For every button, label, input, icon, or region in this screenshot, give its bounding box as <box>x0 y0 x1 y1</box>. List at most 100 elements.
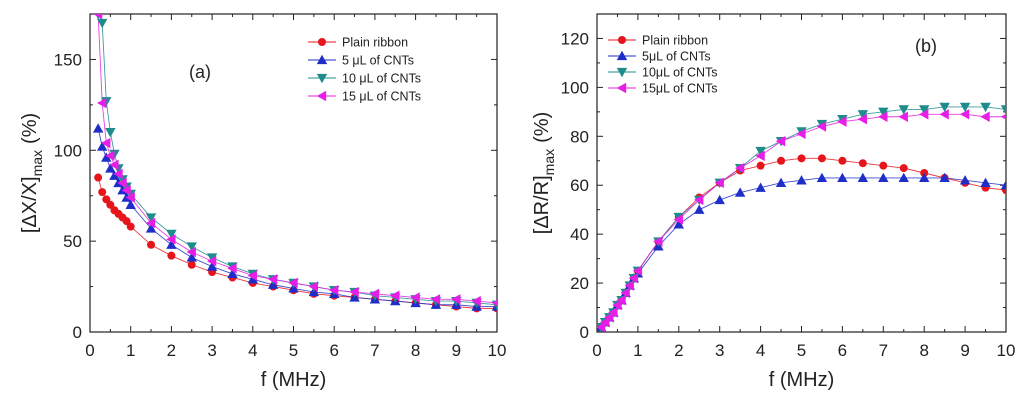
chart-a-series-3-point <box>109 159 119 171</box>
chart-a-legend-marker <box>316 90 327 102</box>
chart-b-x-tick-label: 1 <box>633 341 642 360</box>
chart-b-series-2-point <box>755 146 766 157</box>
chart-b-series-1-point <box>714 194 725 205</box>
chart-a-series-0-point <box>94 173 103 182</box>
chart-a-series-2-point <box>186 242 197 252</box>
chart-b-x-tick-label: 2 <box>674 341 683 360</box>
chart-b-series-1-point <box>980 177 991 187</box>
chart-b-series-3-point <box>919 109 929 120</box>
chart-a-x-tick-label: 1 <box>126 341 135 360</box>
chart-a-legend-label: Plain ribbon <box>342 36 408 50</box>
chart-b-legend-marker <box>616 82 627 94</box>
chart-b-series-1-point <box>939 172 950 183</box>
chart-a-series-3-point <box>349 286 359 298</box>
chart-a-legend: Plain ribbon 5 μL of CNTs 10 μL of CNTs 15 … <box>308 36 421 104</box>
chart-b-series-1-point <box>775 177 787 187</box>
chart-b-series-line-2 <box>600 106 1006 328</box>
chart-a-x-tick-label: 5 <box>289 341 298 360</box>
chart-a-panel-label: (a) <box>189 62 211 82</box>
chart-a-series-2-point <box>105 127 116 138</box>
chart-b-series-1-point <box>796 175 807 185</box>
chart-b-legend: Plain ribbon 5μL of CNTs 10μL of CNTs 15μL … <box>608 34 718 96</box>
chart-b-legend-label: 5μL of CNTs <box>642 50 711 64</box>
chart-b-y-axis-label-sub: max <box>541 149 557 175</box>
chart-a-series-3-point <box>247 270 257 281</box>
chart-a-x-tick-label: 9 <box>452 341 461 360</box>
chart-b-series-2-point <box>980 102 991 113</box>
chart-b-series-3-point <box>624 280 634 291</box>
chart-a-series-3-point <box>101 137 111 149</box>
chart-b-y-tick-label: 0 <box>580 323 589 342</box>
chart-b-series-3-point <box>775 136 786 147</box>
chart-a-series-3-point <box>329 285 339 296</box>
chart-b-series-0-point <box>777 156 786 165</box>
chart-b-series-3-point <box>816 121 827 132</box>
chart-a-legend-label: 5 μL of CNTs <box>342 54 414 68</box>
chart-a-series-3-point <box>97 97 107 109</box>
chart-b-series-1-point <box>857 172 869 183</box>
chart-b-series-3-point <box>604 312 614 323</box>
chart-b-series-1-point <box>898 172 909 183</box>
chart-b-x-tick-label: 0 <box>592 341 601 360</box>
chart-a-x-tick-label: 10 <box>488 341 507 360</box>
chart-a-series-3-point <box>471 295 481 307</box>
chart-b-y-axis-label: [ΔR/R]max (%) <box>531 112 557 234</box>
chart-b-series-3-point <box>796 128 806 140</box>
chart-a-series-3-point <box>92 14 103 20</box>
chart-b-series-1-point <box>919 172 930 183</box>
chart-b-series-2-point <box>939 102 950 113</box>
chart-b-legend-marker <box>616 50 628 61</box>
chart-a-x-tick-label: 3 <box>207 341 216 360</box>
chart-b-y-tick-label: 120 <box>561 29 589 48</box>
chart-b-series-1-point <box>755 182 766 192</box>
chart-b-series-1-point <box>837 172 848 183</box>
chart-a-series-0-point <box>147 240 156 249</box>
chart-b-series-1-point <box>959 175 971 185</box>
chart-b-series-1-point <box>734 187 746 197</box>
chart-b-series-3-point <box>599 317 610 328</box>
chart-a-series-3-point <box>113 168 123 180</box>
chart-a-series-3-point <box>267 274 278 285</box>
chart-b-series-3-point <box>837 116 847 127</box>
chart-b-x-tick-label: 7 <box>879 341 888 360</box>
chart-a-series-3-point <box>369 288 380 300</box>
chart-a-series-1-point <box>166 239 177 249</box>
chart-b-series-3-point <box>653 236 663 247</box>
chart-b-series-0-point <box>817 154 826 163</box>
chart-a-x-tick-label: 7 <box>370 341 379 360</box>
chart-b-series-2-point <box>1000 105 1006 115</box>
chart-a-y-tick-label: 100 <box>54 141 82 160</box>
chart-b-series-3-point <box>714 177 724 188</box>
chart-b-series-3-point <box>939 109 949 120</box>
chart-a-series-3-point <box>166 234 176 245</box>
chart-b-series-2-point <box>898 105 909 115</box>
chart-b-series-0-point <box>858 159 867 168</box>
chart-b-plot-area <box>597 102 1006 332</box>
chart-a-series-1-point <box>227 268 238 279</box>
chart-b-y-axis-label-unit: (%) <box>531 112 553 143</box>
chart-b-series-0-point <box>899 164 908 173</box>
chart-a-series-1-point <box>206 261 218 271</box>
chart-a-y-tick-label: 150 <box>54 50 82 69</box>
chart-b-series-3-point <box>612 299 622 311</box>
chart-a-series-3-point <box>308 281 319 292</box>
chart-b-series-3-point <box>857 113 868 125</box>
chart-a-series-1-point <box>97 141 108 151</box>
chart-b-y-axis-label-main: [ΔR/R] <box>531 175 553 234</box>
chart-b-x-tick-label: 5 <box>797 341 806 360</box>
chart-a-legend-marker <box>318 38 326 46</box>
chart-a-series-0-point <box>102 195 111 204</box>
chart-b-series-3-point <box>878 111 888 122</box>
chart-b-series-3-point <box>694 194 704 206</box>
chart-b-series-0-point <box>756 161 765 170</box>
chart-a-series-2-point <box>97 18 108 29</box>
chart-a-y-tick-label: 50 <box>63 232 82 251</box>
chart-b-series-3-point <box>632 265 643 277</box>
chart-a-series-1-point <box>125 199 136 209</box>
chart-b-x-tick-label: 8 <box>919 341 928 360</box>
chart-b-y-tick-label: 60 <box>570 176 589 195</box>
chart-b-series-3-point <box>608 307 618 318</box>
